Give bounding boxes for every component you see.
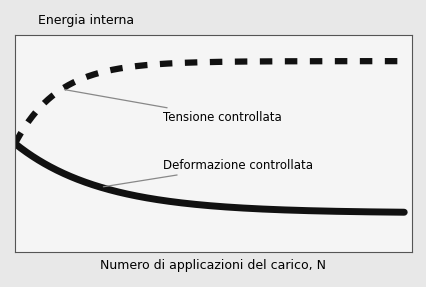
X-axis label: Numero di applicazioni del carico, N: Numero di applicazioni del carico, N — [100, 259, 326, 272]
Text: Deformazione controllata: Deformazione controllata — [103, 159, 312, 187]
Text: Tensione controllata: Tensione controllata — [64, 90, 281, 124]
Text: Energia interna: Energia interna — [38, 14, 134, 27]
